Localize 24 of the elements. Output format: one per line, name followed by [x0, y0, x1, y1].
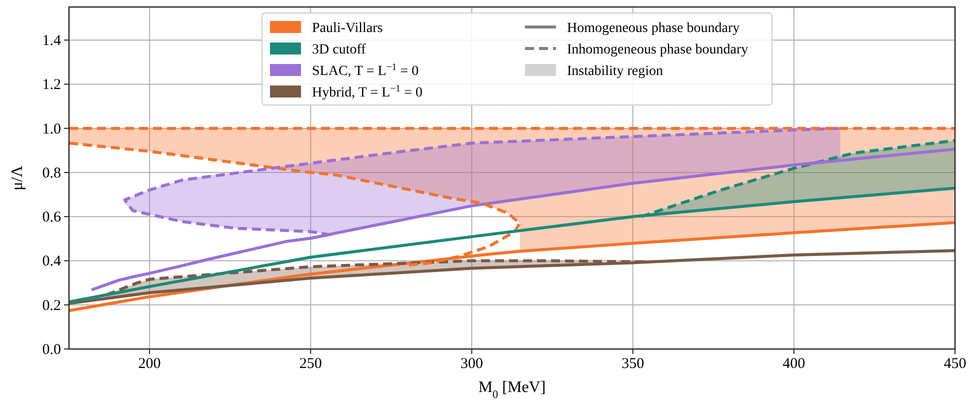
legend-label: 3D cutoff — [312, 42, 366, 58]
x-tick-label: 200 — [138, 356, 161, 372]
x-axis-title: M$_{0}$ [MeV] — [478, 379, 546, 401]
y-tick-label: 0.0 — [42, 342, 61, 358]
x-tick-label: 250 — [299, 356, 322, 372]
annotation: Homogeneous phase boundary — [567, 21, 740, 36]
legend-label: Hybrid, T = L$^{−1}$ = 0 — [312, 83, 422, 100]
y-tick-label: 0.8 — [42, 165, 61, 182]
legend-label: SLAC, T = L$^{−1}$ = 0 — [312, 62, 419, 79]
y-tick-label: 1.4 — [42, 33, 62, 50]
line-series — [68, 249, 956, 305]
y-tick-label: 1.2 — [42, 77, 61, 94]
annotation: Inhomogeneous phase boundary — [567, 42, 748, 58]
y-tick-label: 0.2 — [42, 298, 61, 314]
annotation: Instability region — [567, 64, 664, 79]
y-tick-label: 0.6 — [42, 210, 62, 226]
x-tick-label: 300 — [460, 356, 483, 372]
y-tick-label: 0.4 — [42, 254, 62, 270]
x-tick-label: 450 — [944, 356, 966, 372]
x-tick-label: 400 — [782, 356, 806, 372]
y-axis-title: μ/Λ — [9, 165, 26, 190]
y-tick-label: 1.0 — [42, 121, 61, 138]
x-tick-label: 350 — [622, 356, 644, 372]
legend-label: Pauli-Villars — [312, 21, 383, 36]
